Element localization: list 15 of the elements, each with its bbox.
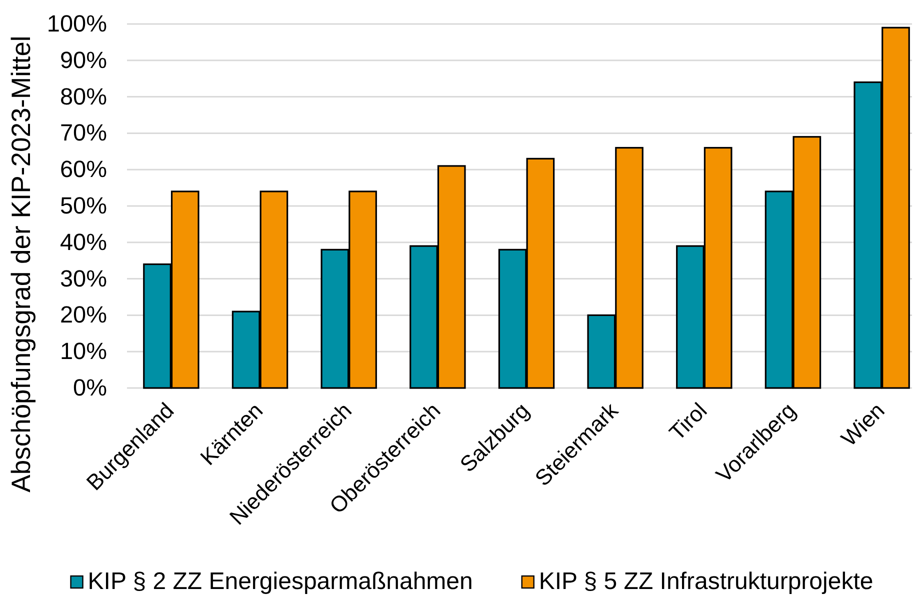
y-tick-label: 100% — [46, 10, 108, 37]
y-tick-label: 90% — [60, 46, 108, 73]
y-tick-label: 70% — [60, 120, 108, 146]
x-tick-label: Tirol — [664, 398, 712, 446]
legend-label: KIP § 5 ZZ Infrastrukturprojekte — [538, 568, 874, 595]
y-tick-label: 40% — [60, 228, 108, 255]
y-tick-label: 60% — [60, 156, 108, 182]
y-tick-label: 50% — [60, 192, 108, 219]
y-axis-title: Abschöpfungsgrad der KIP-2023-Mittel — [6, 36, 36, 492]
y-tick-label: 30% — [60, 265, 108, 292]
y-tick-label: 20% — [60, 302, 108, 328]
y-tick-label: 80% — [60, 83, 108, 110]
y-tick-label: 10% — [60, 338, 108, 364]
legend-label: KIP § 2 ZZ Energiesparmaßnahmen — [88, 568, 473, 595]
y-tick-label: 0% — [73, 374, 108, 401]
